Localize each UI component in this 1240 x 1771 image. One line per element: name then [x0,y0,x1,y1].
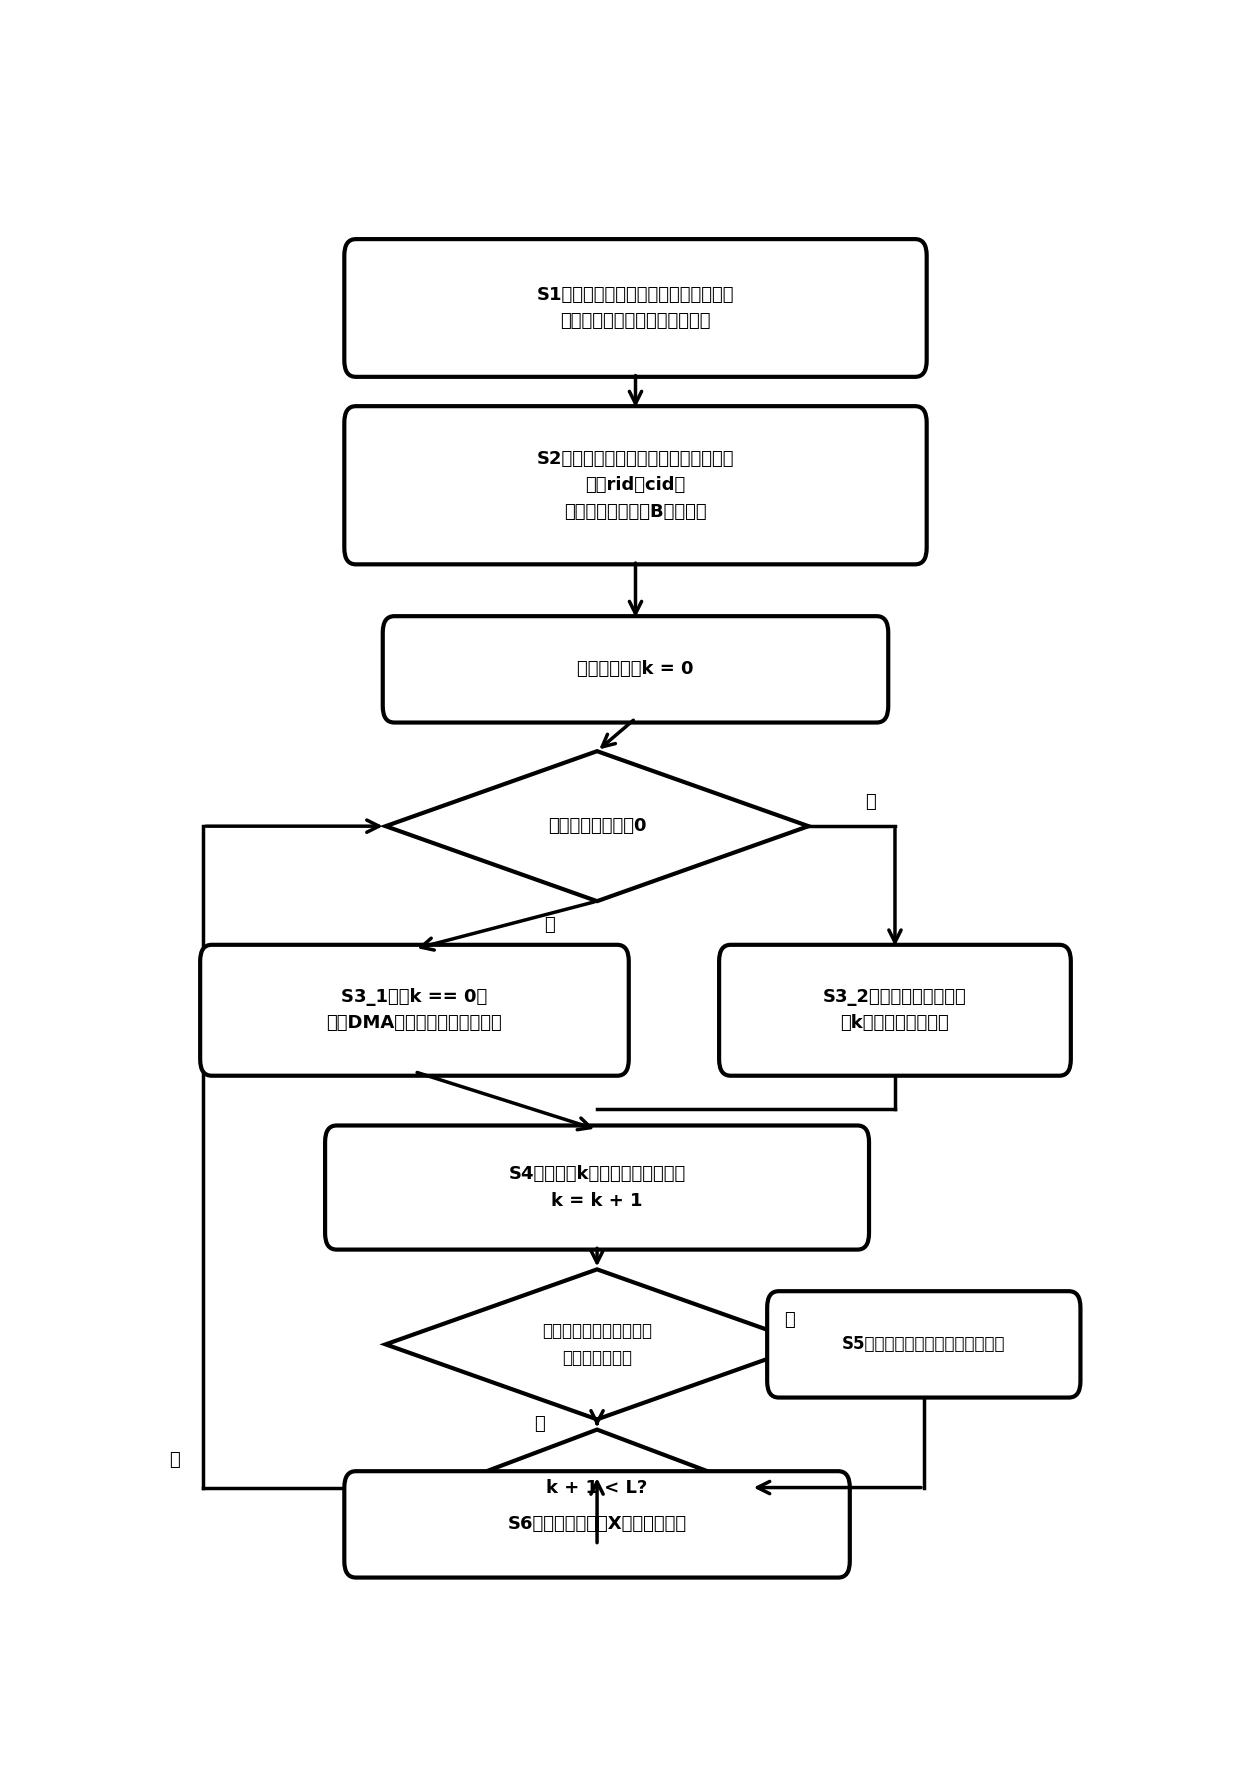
Text: 当前计算高度k = 0: 当前计算高度k = 0 [578,661,693,678]
Text: 是: 是 [543,916,554,933]
Text: 否: 否 [866,793,877,811]
FancyBboxPatch shape [719,944,1071,1075]
FancyBboxPatch shape [345,406,926,565]
Text: S3_2：通过行列通信得到
第k次计算依赖的数据: S3_2：通过行列通信得到 第k次计算依赖的数据 [823,988,967,1032]
Polygon shape [386,1270,808,1419]
Polygon shape [444,1429,751,1546]
Text: k + 1 < L?: k + 1 < L? [547,1479,647,1496]
Text: 处理器行列编号为0: 处理器行列编号为0 [548,816,646,836]
FancyBboxPatch shape [325,1126,869,1250]
FancyBboxPatch shape [345,239,926,377]
Text: 是: 是 [534,1415,544,1433]
Text: S3_1：当k == 0时
通过DMA方式将依赖的数据传入: S3_1：当k == 0时 通过DMA方式将依赖的数据传入 [326,988,502,1032]
Text: 否: 否 [784,1311,795,1328]
FancyBboxPatch shape [200,944,629,1075]
Text: S1：将输入网格划分成多个子块，处理
器阵列遍历每一个子块进行计算: S1：将输入网格划分成多个子块，处理 器阵列遍历每一个子块进行计算 [537,285,734,329]
Text: S6：将完成计算的X数据写入内存: S6：将完成计算的X数据写入内存 [507,1516,687,1534]
FancyBboxPatch shape [768,1291,1080,1397]
Text: S2：每个处理器初始化计算自身的行列
编号rid和cid，
开辟缓冲区，并将B向量读入: S2：每个处理器初始化计算自身的行列 编号rid和cid， 开辟缓冲区，并将B向… [537,450,734,521]
Text: S4：进行对k高度元素的求解运算
k = k + 1: S4：进行对k高度元素的求解运算 k = k + 1 [508,1165,686,1210]
FancyBboxPatch shape [383,616,888,723]
Text: 否: 否 [169,1450,180,1470]
Polygon shape [386,751,808,901]
Text: S5：将计算完成的数据发送给邻居: S5：将计算完成的数据发送给邻居 [842,1335,1006,1353]
Text: 该处理器位于处理器阵列
或网格矩阵边缘: 该处理器位于处理器阵列 或网格矩阵边缘 [542,1323,652,1367]
FancyBboxPatch shape [345,1472,849,1578]
